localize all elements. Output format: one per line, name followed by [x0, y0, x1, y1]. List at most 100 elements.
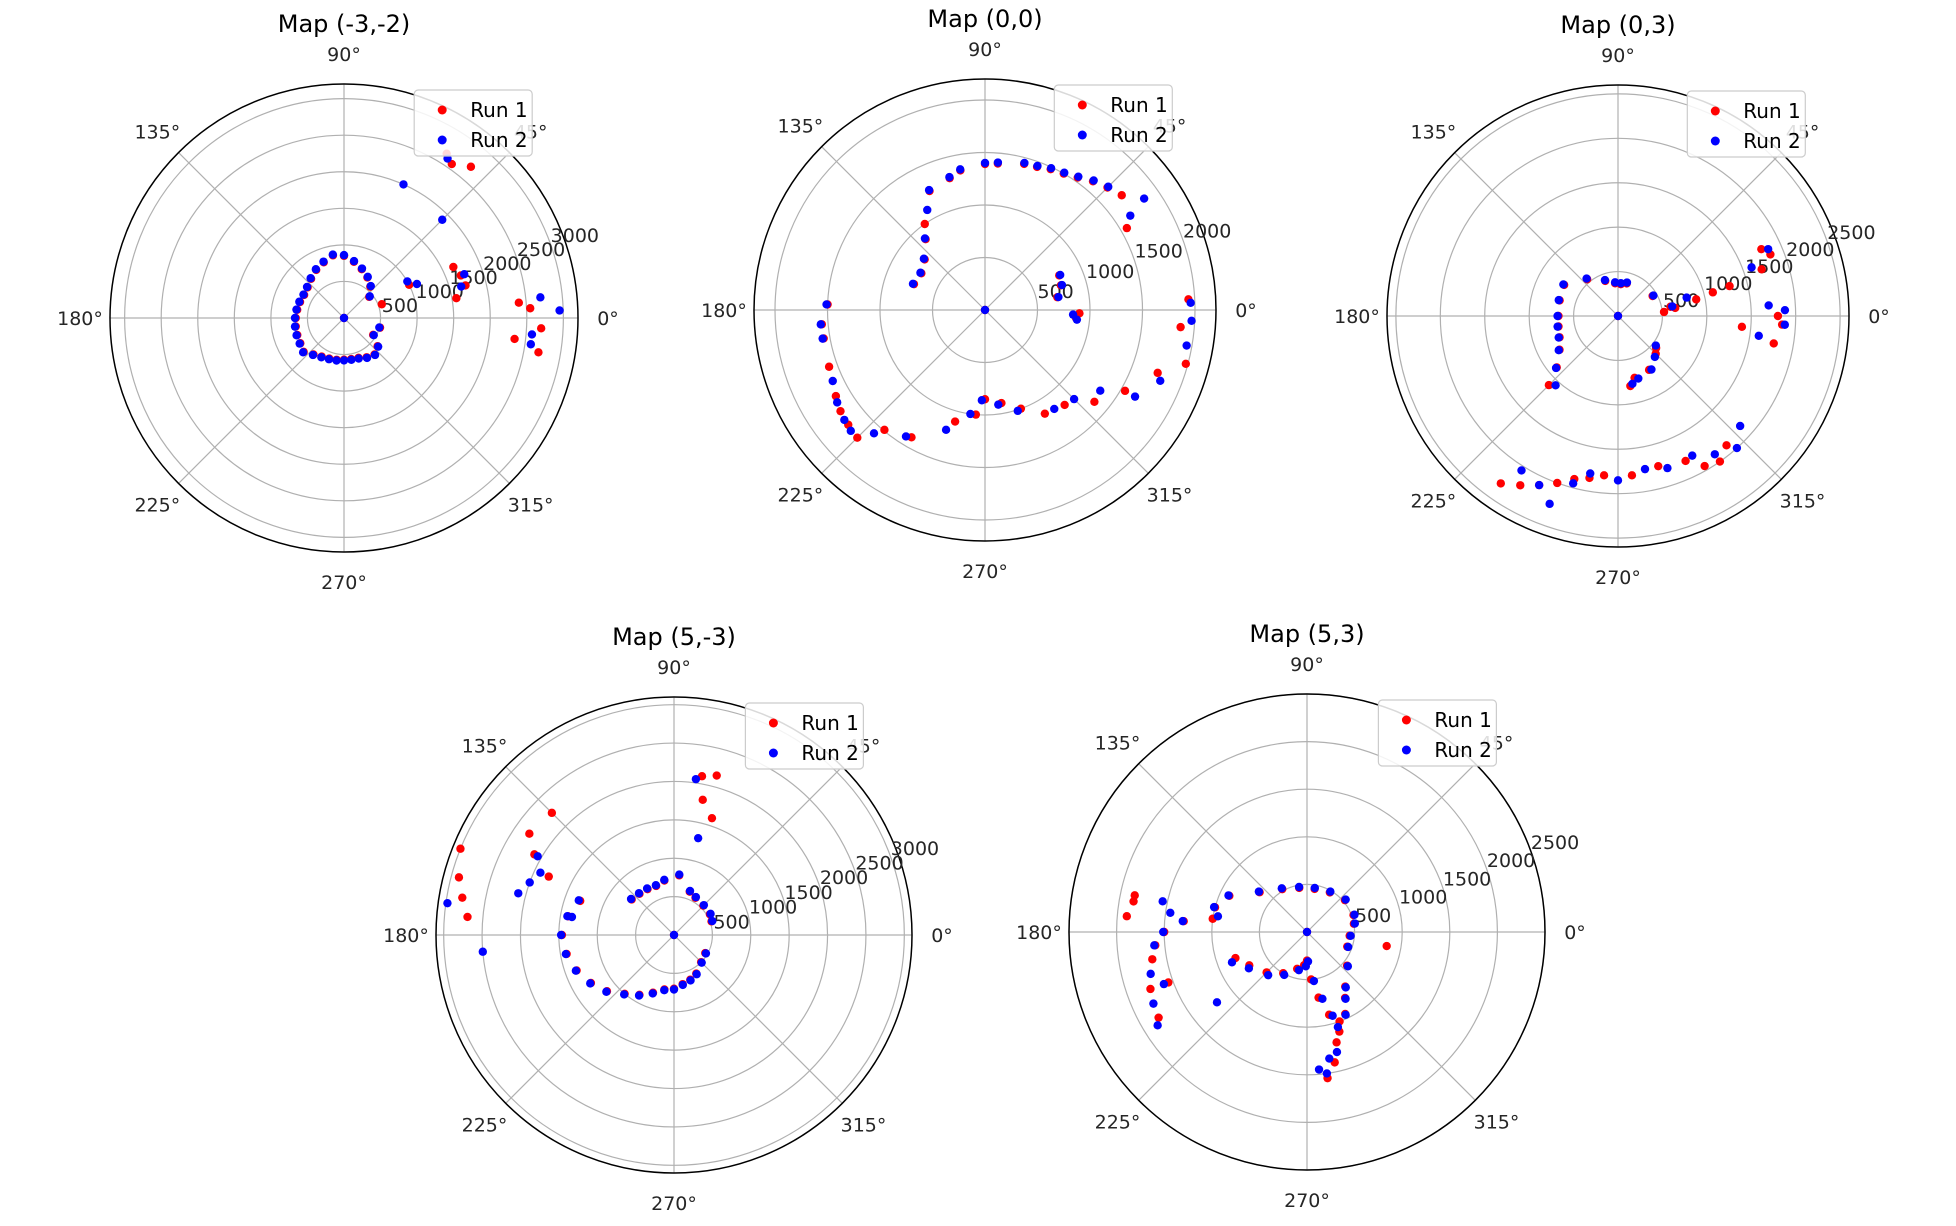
data-point	[332, 356, 341, 365]
r-tick-label: 1000	[1086, 261, 1134, 283]
data-point	[977, 396, 987, 405]
series-1	[454, 771, 721, 1000]
data-point	[1130, 891, 1139, 900]
data-point	[302, 282, 312, 292]
data-point	[1647, 365, 1656, 374]
data-point	[1773, 311, 1783, 321]
data-point	[1159, 979, 1169, 989]
legend-label: Run 1	[801, 711, 858, 735]
data-point	[1700, 461, 1709, 471]
data-point	[660, 985, 669, 995]
data-point	[685, 886, 695, 896]
data-point	[328, 250, 338, 259]
data-point	[916, 268, 925, 277]
theta-tick-label: 135°	[1411, 121, 1457, 143]
data-point	[399, 180, 408, 189]
legend-marker	[1401, 715, 1411, 725]
data-point	[1148, 955, 1157, 964]
data-point	[1176, 322, 1185, 332]
data-point	[1060, 168, 1069, 177]
legend-marker	[1710, 136, 1720, 146]
theta-tick-label: 315°	[841, 1115, 887, 1137]
data-point	[1213, 912, 1223, 921]
data-point	[1769, 339, 1778, 348]
data-point	[1120, 386, 1130, 396]
data-point	[460, 270, 469, 279]
data-point	[1149, 999, 1158, 1008]
data-point	[1069, 394, 1079, 404]
data-point	[1710, 450, 1720, 459]
legend: Run 1 Run 2	[1686, 90, 1806, 158]
data-point	[363, 272, 372, 282]
data-point	[691, 892, 701, 902]
series-2	[443, 774, 717, 1000]
data-point	[536, 324, 546, 333]
data-point	[919, 254, 929, 263]
data-point	[299, 290, 308, 299]
data-point	[1553, 478, 1562, 488]
data-point	[1325, 1054, 1334, 1063]
data-point	[1668, 302, 1677, 311]
theta-tick-label: 315°	[1474, 1112, 1520, 1134]
angular-gridline	[178, 152, 345, 319]
data-point	[347, 355, 356, 364]
theta-tick-label: 0°	[1868, 306, 1890, 328]
data-point	[1332, 1047, 1342, 1057]
data-point	[966, 409, 975, 419]
data-point	[1725, 281, 1734, 291]
data-point	[1224, 891, 1233, 900]
data-point	[1341, 1010, 1350, 1020]
theta-tick-label: 225°	[778, 485, 824, 507]
data-point	[319, 257, 328, 266]
angular-gridline	[1454, 315, 1619, 480]
theta-tick-label: 135°	[1095, 732, 1141, 754]
theta-tick-label: 225°	[134, 495, 180, 517]
data-point	[1764, 301, 1773, 310]
data-point	[1343, 962, 1353, 971]
data-point	[1033, 161, 1042, 171]
data-point	[452, 293, 461, 303]
data-point	[349, 256, 359, 266]
data-point	[1055, 270, 1065, 280]
theta-tick-label: 270°	[1595, 567, 1641, 589]
data-point	[1551, 381, 1560, 390]
data-point	[547, 808, 557, 818]
theta-tick-label: 180°	[1016, 922, 1062, 944]
r-tick-label: 500	[713, 911, 749, 933]
data-point	[693, 833, 703, 843]
polar-spine	[753, 78, 1217, 542]
data-point	[1060, 400, 1069, 410]
data-point	[1554, 333, 1563, 342]
data-point	[292, 331, 301, 340]
r-tick-label: 2000	[483, 253, 531, 275]
data-point	[669, 985, 679, 994]
data-point	[1303, 957, 1313, 966]
data-point	[1280, 970, 1289, 980]
data-point	[1209, 902, 1219, 912]
data-point	[1341, 983, 1350, 992]
polar-chart-1: Map (-3,-2)0°45°90°135°180°225°270°315°5…	[57, 10, 619, 594]
theta-tick-label: 135°	[778, 115, 824, 137]
data-point	[1544, 380, 1554, 390]
angular-gridline	[984, 146, 1149, 311]
polar-chart-5: Map (5,3)0°45°90°135°180°225°270°315°500…	[1016, 620, 1586, 1212]
data-point	[339, 313, 349, 323]
data-point	[853, 433, 862, 442]
data-point	[292, 305, 301, 314]
data-point	[1763, 244, 1773, 254]
data-point	[675, 870, 684, 879]
data-point	[692, 970, 701, 979]
data-point	[443, 898, 452, 908]
data-point	[660, 875, 669, 885]
polar-spine	[435, 696, 913, 1174]
data-point	[586, 979, 595, 988]
theta-tick-label: 90°	[657, 657, 691, 679]
r-tick-label: 2000	[1487, 850, 1535, 872]
theta-tick-label: 0°	[931, 925, 953, 947]
r-tick-label: 1000	[416, 281, 464, 303]
data-point	[1309, 976, 1319, 986]
data-point	[290, 322, 300, 331]
data-point	[1153, 368, 1162, 378]
data-point	[1627, 471, 1637, 480]
data-point	[1178, 916, 1187, 926]
